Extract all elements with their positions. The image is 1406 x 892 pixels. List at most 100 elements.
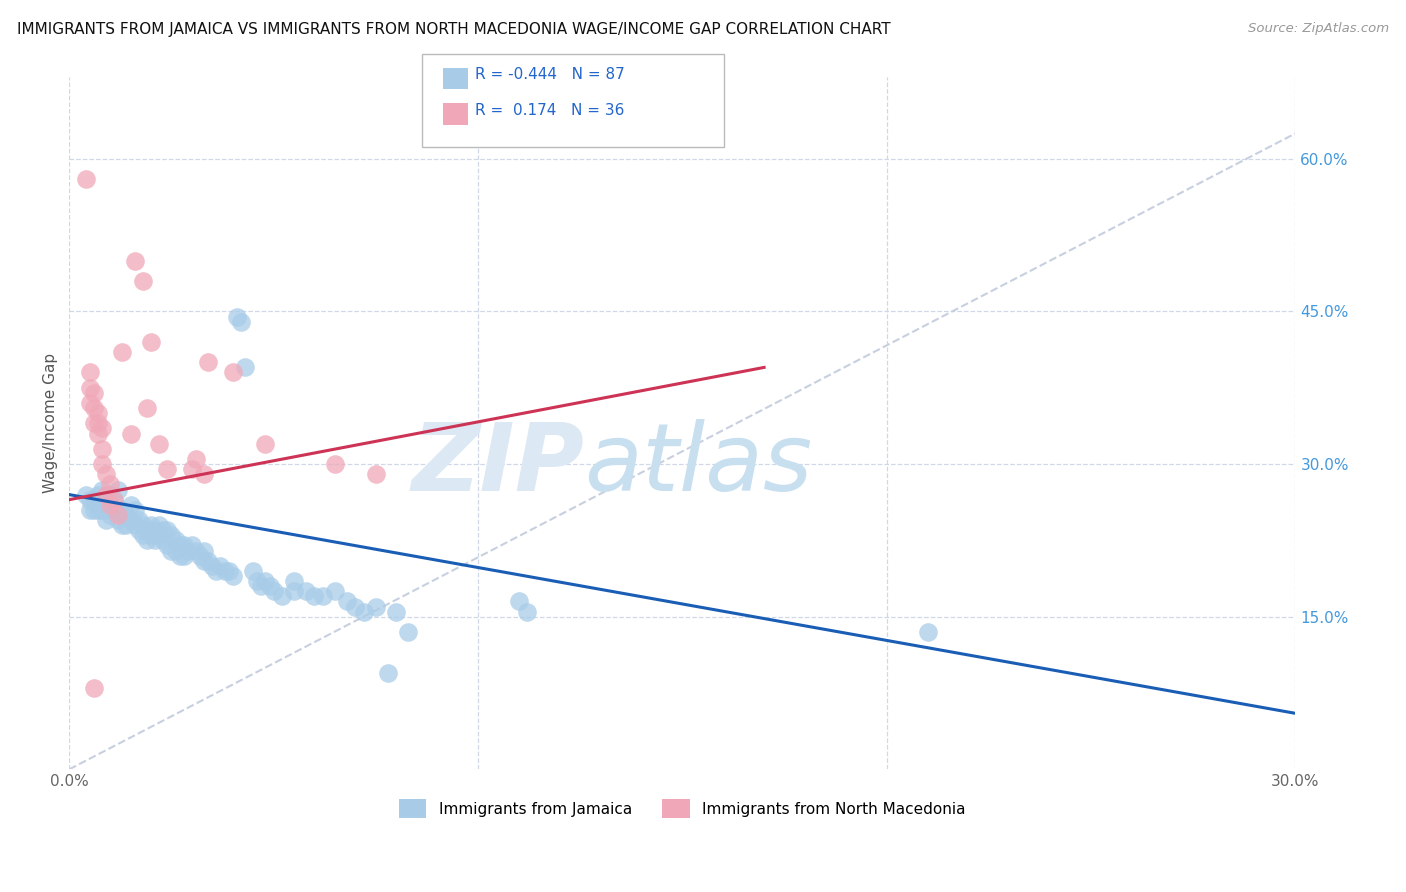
Point [233,360,256,375]
Point [98,498,121,512]
Point [218,564,240,578]
Point [83,401,105,416]
Point [184,543,207,558]
Point [79,381,101,395]
Point [135,533,157,548]
Point [148,436,170,450]
Point [111,518,134,533]
Point [139,334,162,349]
Point [103,492,125,507]
Point [398,624,420,639]
Point [364,467,387,482]
Point [197,554,219,568]
Point [90,442,112,456]
Point [246,574,269,588]
Point [83,681,105,695]
Text: Source: ZipAtlas.com: Source: ZipAtlas.com [1249,22,1389,36]
Point [214,564,236,578]
Point [90,457,112,471]
Point [79,366,101,380]
Point [173,539,195,553]
Text: R =  0.174   N = 36: R = 0.174 N = 36 [475,103,624,118]
Text: IMMIGRANTS FROM JAMAICA VS IMMIGRANTS FROM NORTH MACEDONIA WAGE/INCOME GAP CORRE: IMMIGRANTS FROM JAMAICA VS IMMIGRANTS FR… [17,22,890,37]
Point [229,315,252,329]
Point [128,523,150,537]
Point [156,462,179,476]
Point [83,385,105,400]
Point [79,396,101,410]
Legend: Immigrants from Jamaica, Immigrants from North Macedonia: Immigrants from Jamaica, Immigrants from… [392,793,972,824]
Point [344,599,367,614]
Point [94,492,117,507]
Point [87,426,110,441]
Point [353,605,375,619]
Point [107,483,129,497]
Point [124,503,146,517]
Point [94,503,117,517]
Point [90,492,112,507]
Point [323,584,346,599]
Point [143,523,166,537]
Point [75,487,97,501]
Point [103,503,125,517]
Point [103,492,125,507]
Point [263,584,285,599]
Point [79,492,101,507]
Point [304,590,326,604]
Point [169,539,191,553]
Text: atlas: atlas [585,419,813,510]
Point [254,574,277,588]
Point [94,487,117,501]
Point [79,503,101,517]
Point [90,421,112,435]
Point [173,549,195,563]
Point [209,558,232,573]
Point [254,436,277,450]
Point [205,564,228,578]
Point [152,523,174,537]
Point [270,590,292,604]
Point [87,406,110,420]
Point [98,508,121,522]
Point [90,503,112,517]
Point [225,310,247,324]
Point [148,528,170,542]
Point [87,503,110,517]
Point [364,599,387,614]
Point [83,503,105,517]
Point [160,528,183,542]
Point [250,579,273,593]
Point [295,584,318,599]
Point [385,605,408,619]
Point [98,477,121,491]
Point [160,543,183,558]
Point [377,665,399,680]
Point [135,401,157,416]
Point [75,172,97,186]
Point [193,543,215,558]
Point [135,523,157,537]
Point [120,498,142,512]
Point [197,355,219,369]
Point [508,594,530,608]
Point [156,523,179,537]
Point [193,554,215,568]
Point [87,417,110,431]
Point [139,518,162,533]
Point [283,584,305,599]
Point [193,467,215,482]
Point [94,467,117,482]
Point [98,487,121,501]
Point [124,253,146,268]
Point [177,543,200,558]
Point [87,498,110,512]
Point [169,549,191,563]
Point [132,274,155,288]
Point [132,518,155,533]
Point [115,508,138,522]
Point [917,624,939,639]
Point [323,457,346,471]
Point [165,543,187,558]
Point [222,366,245,380]
Point [165,533,187,548]
